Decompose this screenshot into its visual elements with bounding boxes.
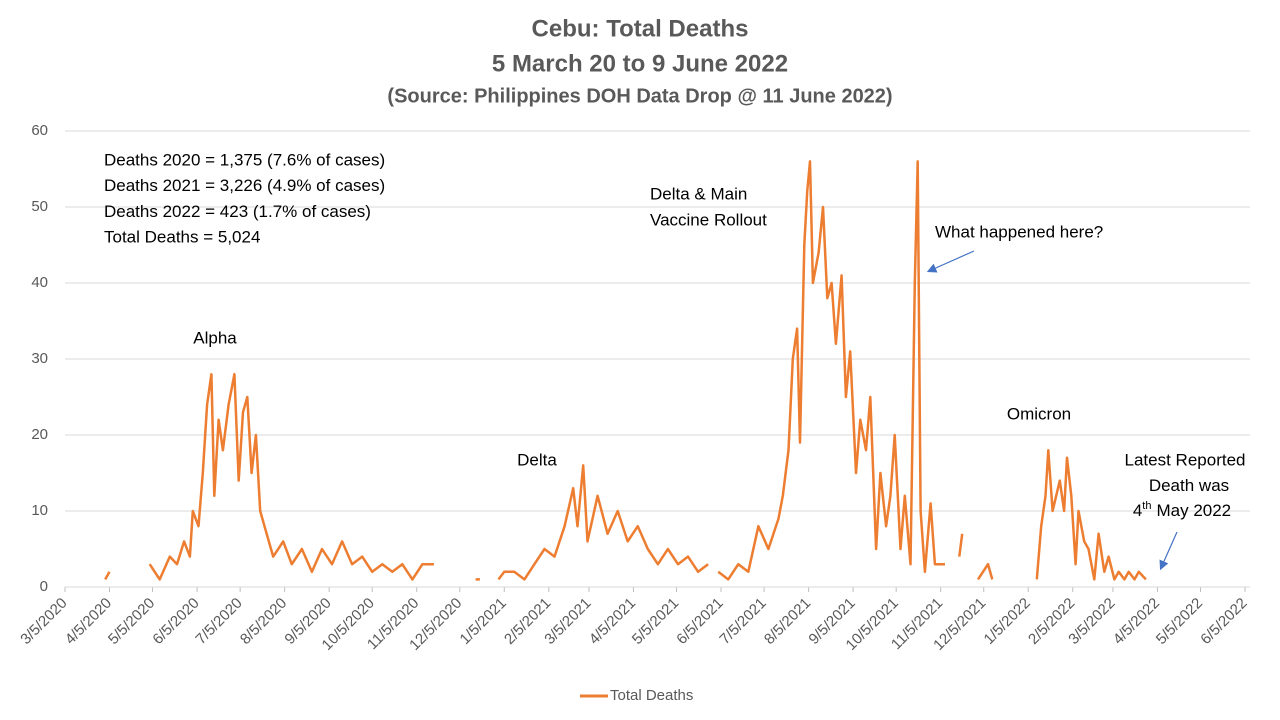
arrow <box>1159 531 1178 571</box>
y-tick-label: 50 <box>31 198 48 215</box>
y-tick-label: 60 <box>31 122 48 139</box>
legend-label: Total Deaths <box>610 687 693 704</box>
annotation: Delta <box>517 450 557 469</box>
y-tick-label: 20 <box>31 426 48 443</box>
x-tick-label: 4/5/2021 <box>586 595 639 648</box>
chart-title: Cebu: Total Deaths <box>532 15 749 42</box>
y-tick-label: 30 <box>31 350 48 367</box>
annotation-superscript: th <box>1142 500 1151 512</box>
x-tick-label: 1/5/2021 <box>457 595 510 648</box>
annotation: What happened here? <box>935 222 1103 241</box>
annotation: Total Deaths = 5,024 <box>104 228 260 247</box>
annotation: Delta & Main <box>650 184 747 203</box>
annotation: Deaths 2022 = 423 (1.7% of cases) <box>104 202 371 221</box>
chart-subtitle: 5 March 20 to 9 June 2022 <box>492 50 788 77</box>
annotation: Deaths 2021 = 3,226 (4.9% of cases) <box>104 176 385 195</box>
chart-source: (Source: Philippines DOH Data Drop @ 11 … <box>387 85 892 107</box>
x-tick-label: 4/5/2022 <box>1110 595 1163 648</box>
annotation-part: May 2022 <box>1156 501 1231 520</box>
y-tick-label: 40 <box>31 274 48 291</box>
annotation: 4th May 2022 <box>1133 500 1231 521</box>
annotation-part: 4 <box>1133 501 1142 520</box>
annotation: Death was <box>1149 476 1229 495</box>
x-tick-label: 5/5/2022 <box>1153 595 1206 648</box>
y-tick-label: 0 <box>40 578 48 595</box>
data-line <box>104 160 1147 581</box>
x-tick-label: 6/5/2021 <box>673 595 726 648</box>
x-tick-label: 1/5/2022 <box>981 595 1034 648</box>
annotation: Alpha <box>193 328 237 347</box>
x-tick-label: 6/5/2020 <box>149 595 202 648</box>
annotation: Vaccine Rollout <box>650 210 767 229</box>
y-tick-label: 10 <box>31 502 48 519</box>
x-tick-label: 5/5/2020 <box>105 595 158 648</box>
x-tick-label: 5/5/2021 <box>629 595 682 648</box>
x-tick-label: 4/5/2020 <box>62 595 115 648</box>
annotation: Deaths 2020 = 1,375 (7.6% of cases) <box>104 150 385 169</box>
annotation: Latest Reported <box>1125 450 1246 469</box>
arrow <box>926 250 975 273</box>
x-tick-label: 6/5/2022 <box>1197 595 1250 648</box>
x-tick-label: 8/5/2020 <box>237 595 290 648</box>
x-tick-label: 7/5/2020 <box>192 595 245 648</box>
annotation: Omicron <box>1007 404 1071 423</box>
x-tick-label: 3/5/2020 <box>17 595 70 648</box>
x-tick-label: 8/5/2021 <box>761 595 814 648</box>
x-tick-label: 7/5/2021 <box>716 595 769 648</box>
